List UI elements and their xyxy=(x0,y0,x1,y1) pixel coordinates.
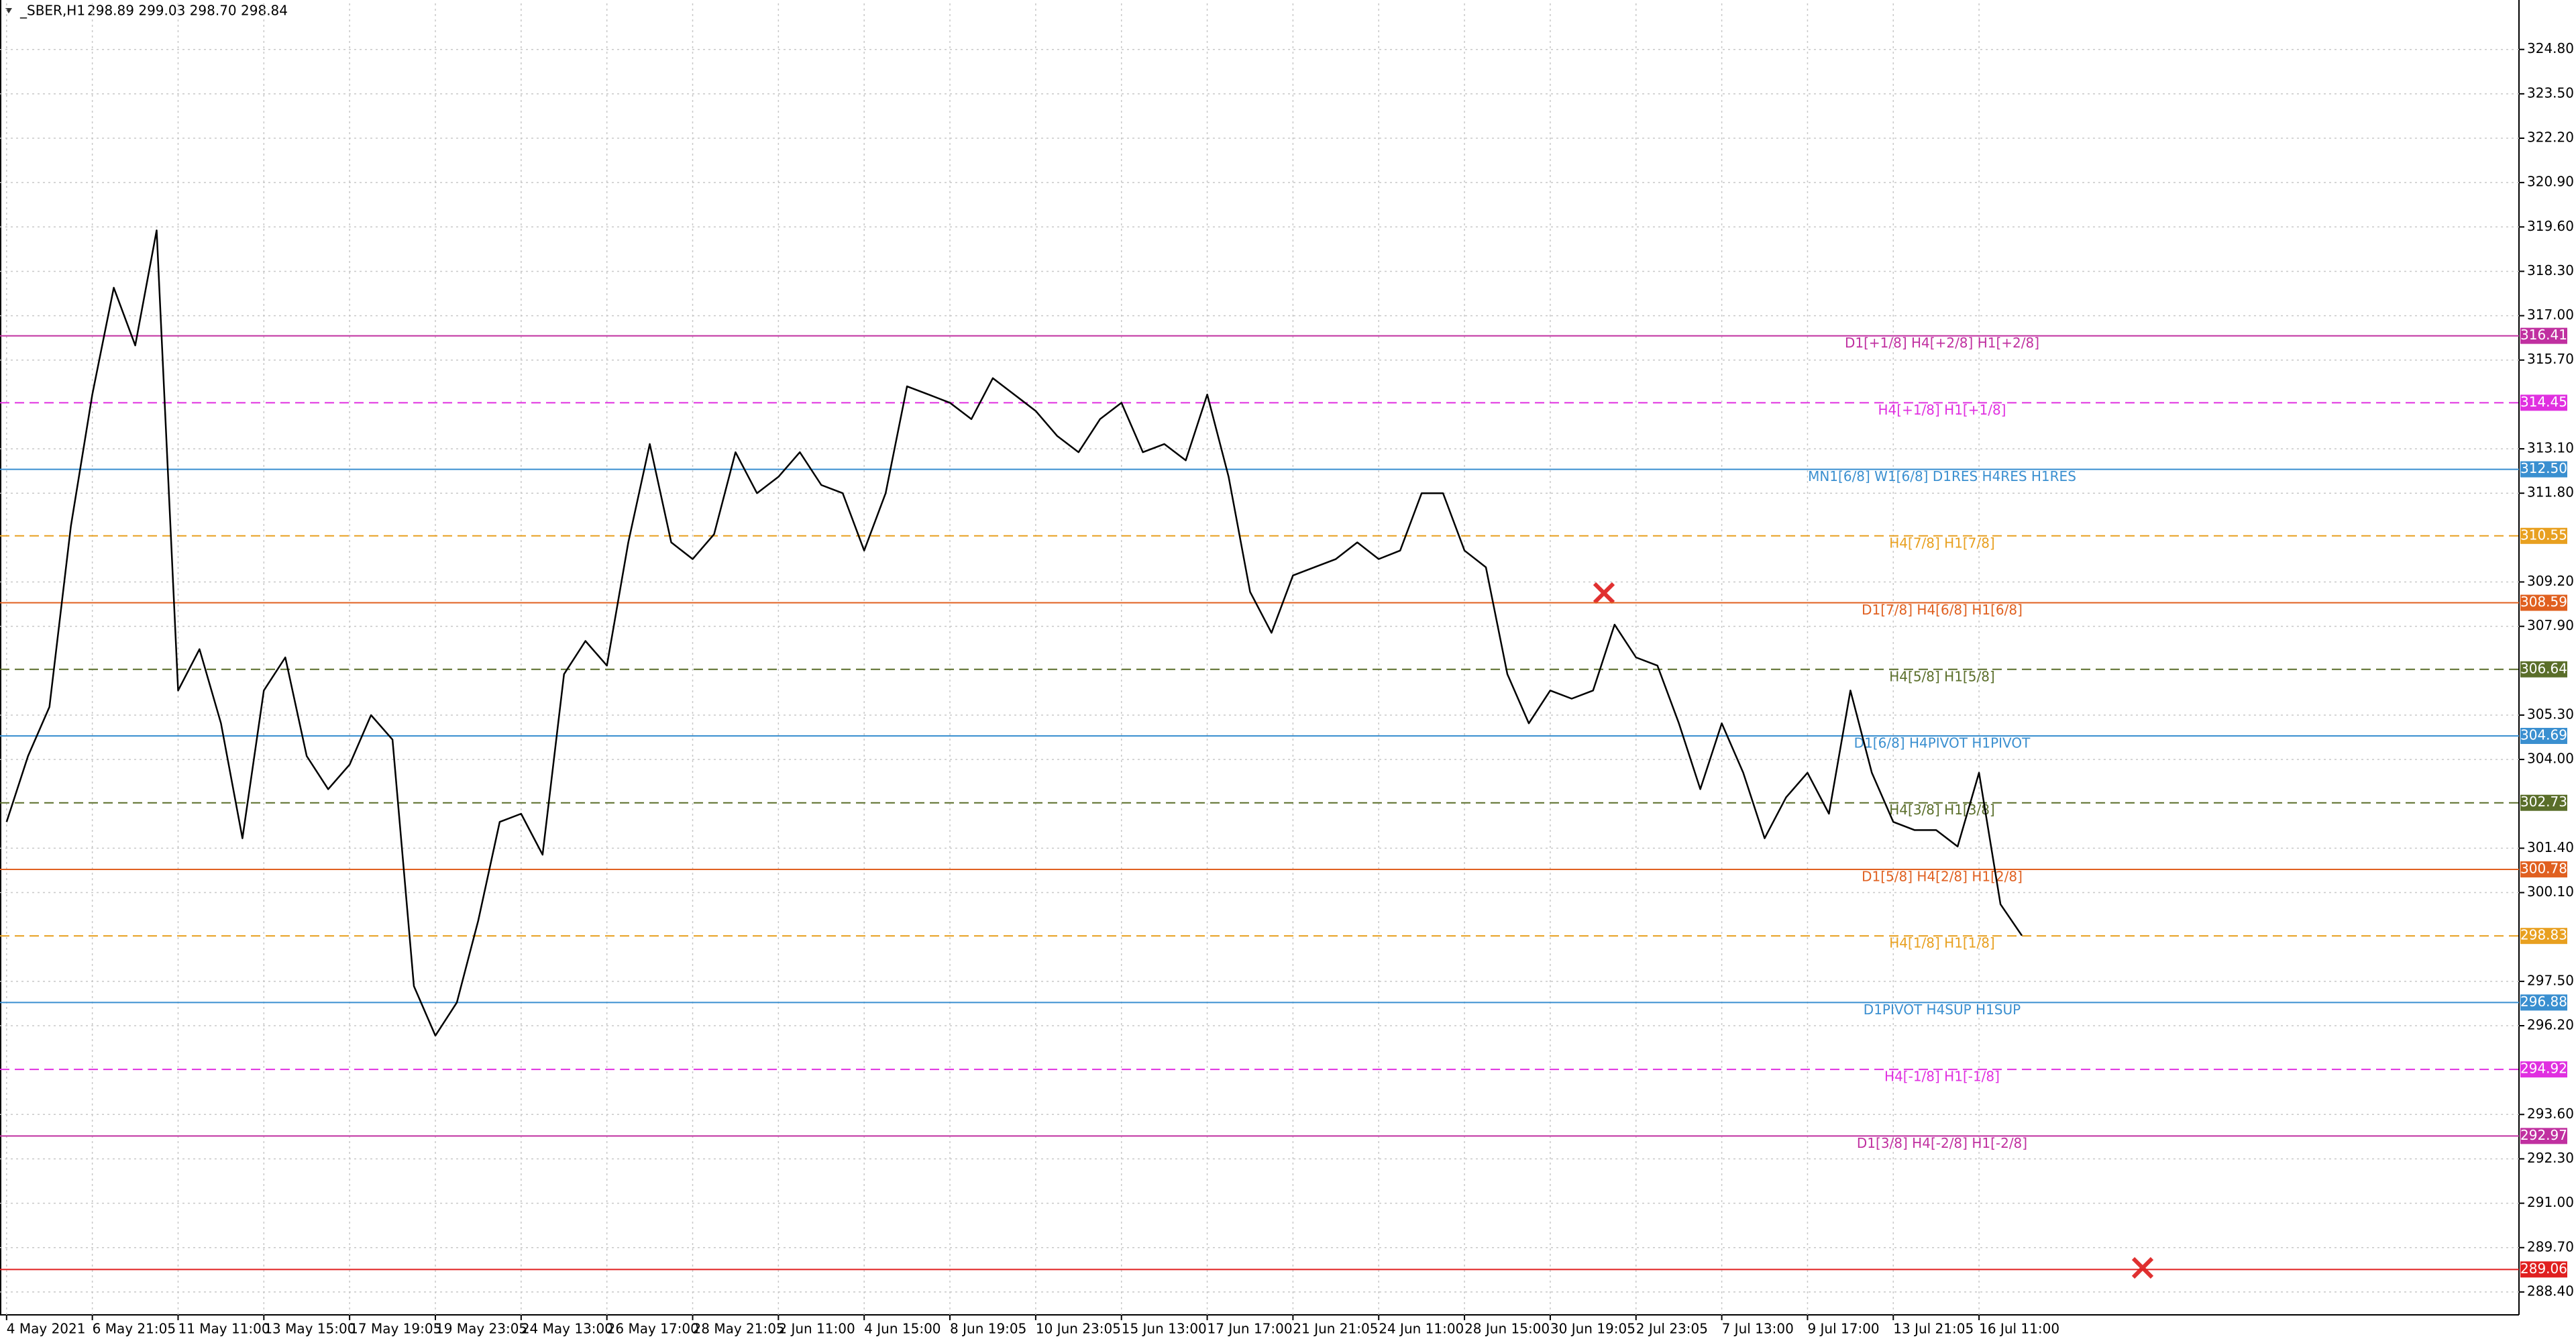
y-tick-label: 322.20 xyxy=(2527,129,2574,145)
x-tick-label: 8 Jun 19:05 xyxy=(950,1321,1026,1337)
symbol-title: _SBER,H1 xyxy=(19,3,85,19)
y-tick-label: 305.30 xyxy=(2527,706,2574,722)
x-tick-label: 6 May 21:05 xyxy=(93,1321,176,1337)
y-tick-label: 288.40 xyxy=(2527,1283,2574,1299)
y-tick-label: 317.00 xyxy=(2527,307,2574,323)
level-label: D1[5/8] H4[2/8] H1[2/8] xyxy=(1862,868,2023,884)
level-label: D1[3/8] H4[-2/8] H1[-2/8] xyxy=(1857,1135,2027,1151)
y-tick-label: 300.10 xyxy=(2527,883,2574,900)
x-tick-label: 2 Jul 23:05 xyxy=(1636,1321,1708,1337)
ohlc-values: 298.89 299.03 298.70 298.84 xyxy=(87,3,288,19)
price-tag-label: 314.45 xyxy=(2520,394,2567,410)
x-tick-label: 21 Jun 21:05 xyxy=(1293,1321,1378,1337)
price-tag xyxy=(2520,861,2567,877)
level-label: H4[1/8] H1[1/8] xyxy=(1889,935,1994,951)
x-tick-label: 9 Jul 17:00 xyxy=(1807,1321,1879,1337)
y-tick-label: 291.00 xyxy=(2527,1194,2574,1210)
y-tick-label: 309.20 xyxy=(2527,573,2574,589)
price-tag xyxy=(2520,527,2567,544)
x-tick-label: 4 Jun 15:00 xyxy=(864,1321,941,1337)
y-tick-label: 324.80 xyxy=(2527,40,2574,56)
price-tag-label: 312.50 xyxy=(2520,460,2567,476)
y-tick-label: 319.60 xyxy=(2527,218,2574,234)
price-tag-label: 296.88 xyxy=(2520,994,2567,1010)
y-tick-label: 311.80 xyxy=(2527,484,2574,500)
price-tag xyxy=(2520,394,2567,411)
x-tick-label: 19 May 23:05 xyxy=(435,1321,527,1337)
price-tag-label: 306.64 xyxy=(2520,660,2567,676)
y-tick-label: 301.40 xyxy=(2527,839,2574,855)
price-tag xyxy=(2520,327,2567,344)
level-label: D1[7/8] H4[6/8] H1[6/8] xyxy=(1862,602,2023,618)
x-tick-label: 26 May 17:00 xyxy=(607,1321,699,1337)
x-tick-label: 16 Jul 11:00 xyxy=(1979,1321,2059,1337)
y-tick-label: 293.60 xyxy=(2527,1106,2574,1122)
price-tag xyxy=(2520,928,2567,945)
price-tag-label: 289.06 xyxy=(2520,1261,2567,1277)
y-tick-label: 313.10 xyxy=(2527,440,2574,456)
price-tag xyxy=(2520,461,2567,478)
y-tick-label: 315.70 xyxy=(2527,351,2574,367)
y-tick-label: 296.20 xyxy=(2527,1017,2574,1033)
price-tag-label: 302.73 xyxy=(2520,794,2567,810)
price-tag-label: 304.69 xyxy=(2520,727,2567,743)
price-tag-label: 294.92 xyxy=(2520,1061,2567,1077)
level-label: H4[3/8] H1[3/8] xyxy=(1889,802,1994,818)
price-tag-label: 292.97 xyxy=(2520,1127,2567,1143)
price-tag-label: 300.78 xyxy=(2520,860,2567,876)
level-label: H4[+1/8] H1[+1/8] xyxy=(1878,402,2006,418)
x-tick-label: 30 Jun 19:05 xyxy=(1550,1321,1635,1337)
level-label: D1[6/8] H4PIVOT H1PIVOT xyxy=(1854,735,2031,751)
x-tick-label: 13 May 15:00 xyxy=(264,1321,356,1337)
price-tag xyxy=(2520,1128,2567,1144)
x-tick-label: 28 Jun 15:00 xyxy=(1464,1321,1550,1337)
x-tick-label: 10 Jun 23:05 xyxy=(1036,1321,1121,1337)
x-tick-label: 24 Jun 11:00 xyxy=(1379,1321,1464,1337)
x-tick-label: 11 May 11:00 xyxy=(178,1321,270,1337)
y-tick-label: 292.30 xyxy=(2527,1150,2574,1166)
price-tag xyxy=(2520,661,2567,678)
price-tag xyxy=(2520,1061,2567,1078)
marker-x xyxy=(1593,582,2154,1279)
price-tag xyxy=(2520,594,2567,611)
price-tag-label: 310.55 xyxy=(2520,527,2567,543)
x-tick-label: 24 May 13:00 xyxy=(521,1321,613,1337)
x-tick-label: 13 Jul 21:05 xyxy=(1893,1321,1974,1337)
price-tag-label: 298.83 xyxy=(2520,927,2567,943)
level-label: H4[7/8] H1[7/8] xyxy=(1889,535,1994,551)
price-tag-label: 316.41 xyxy=(2520,327,2567,343)
level-label: H4[-1/8] H1[-1/8] xyxy=(1884,1069,2000,1085)
price-tag xyxy=(2520,994,2567,1011)
x-tick-label: 15 Jun 13:00 xyxy=(1122,1321,1207,1337)
x-tick-label: 4 May 2021 xyxy=(7,1321,86,1337)
x-tick-label: 7 Jul 13:00 xyxy=(1722,1321,1794,1337)
y-tick-label: 323.50 xyxy=(2527,85,2574,101)
y-tick-label: 320.90 xyxy=(2527,174,2574,190)
price-tag xyxy=(2520,727,2567,744)
y-tick-label: 318.30 xyxy=(2527,262,2574,278)
y-tick-label: 297.50 xyxy=(2527,972,2574,988)
y-tick-label: 304.00 xyxy=(2527,751,2574,767)
x-tick-label: 2 Jun 11:00 xyxy=(778,1321,855,1337)
price-line xyxy=(5,229,2023,1037)
x-tick-label: 17 Jun 17:00 xyxy=(1208,1321,1293,1337)
level-label: H4[5/8] H1[5/8] xyxy=(1889,668,1994,684)
level-label: D1[+1/8] H4[+2/8] H1[+2/8] xyxy=(1845,335,2039,351)
y-tick-label: 307.90 xyxy=(2527,617,2574,633)
level-label: D1PIVOT H4SUP H1SUP xyxy=(1864,1002,2021,1018)
x-tick-label: 28 May 21:05 xyxy=(693,1321,785,1337)
x-tick-label: 17 May 19:05 xyxy=(350,1321,441,1337)
y-tick-label: 289.70 xyxy=(2527,1238,2574,1254)
price-tag-label: 308.59 xyxy=(2520,594,2567,610)
price-tag xyxy=(2520,1261,2567,1278)
price-tag xyxy=(2520,794,2567,811)
level-label: MN1[6/8] W1[6/8] D1RES H4RES H1RES xyxy=(1808,468,2076,484)
